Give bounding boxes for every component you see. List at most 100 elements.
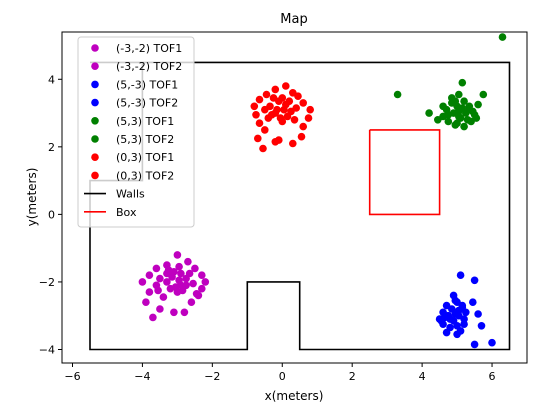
- point-s6-8: [253, 134, 262, 143]
- point-s0-30: [149, 313, 157, 322]
- point-s6-1: [271, 85, 280, 94]
- point-s0-20: [177, 269, 185, 278]
- point-s0-31: [138, 278, 147, 286]
- point-s3-3: [446, 315, 454, 323]
- point-s1-3: [175, 262, 183, 271]
- point-s6-3: [255, 95, 264, 104]
- point-s5-3: [463, 116, 472, 124]
- point-s2-24: [442, 328, 451, 337]
- x-tick-label: 6: [489, 370, 496, 383]
- x-axis: −6 −4 −2 0 2 4 6: [64, 363, 496, 383]
- point-s6-6: [255, 119, 264, 127]
- point-s3-7: [458, 303, 467, 312]
- plot-area: [89, 33, 511, 351]
- legend-label: Box: [116, 206, 137, 219]
- y-tick-label: −4: [39, 343, 55, 356]
- point-s0-10: [187, 298, 196, 307]
- x-axis-label: x(meters): [265, 389, 324, 403]
- point-s0-11: [180, 308, 189, 317]
- point-s0-0: [145, 271, 154, 280]
- point-s4-23: [425, 109, 433, 117]
- point-s6-4: [250, 102, 259, 111]
- point-s0-5: [191, 264, 199, 273]
- point-s1-6: [154, 286, 162, 295]
- point-s2-1: [470, 276, 479, 285]
- point-s6-14: [304, 114, 313, 122]
- point-s1-7: [192, 290, 201, 298]
- y-axis-label: y(meters): [25, 168, 39, 227]
- legend-marker: [91, 62, 99, 70]
- legend-label: (-3,-2) TOF1: [116, 42, 182, 55]
- point-s6-27: [280, 105, 288, 114]
- plot-frame: [61, 31, 528, 364]
- point-s6-2: [262, 90, 271, 99]
- legend-marker: [91, 98, 99, 107]
- point-s7-2: [264, 114, 273, 122]
- point-s5-0: [451, 97, 460, 105]
- legend-label: Walls: [116, 188, 145, 201]
- point-s0-13: [156, 305, 164, 313]
- legend-label: (5,3) TOF1: [116, 115, 174, 128]
- point-s6-18: [289, 89, 297, 97]
- point-s6-28: [275, 136, 283, 144]
- legend-marker: [91, 135, 99, 143]
- line-box: [368, 129, 441, 216]
- point-s7-7: [292, 104, 301, 112]
- point-s0-8: [198, 284, 206, 293]
- legend-label: (5,3) TOF2: [116, 133, 174, 146]
- legend-label: (-3,-2) TOF2: [116, 60, 182, 73]
- point-s6-9: [259, 144, 267, 153]
- point-s4-24: [434, 116, 442, 124]
- point-s2-19: [474, 310, 482, 318]
- point-s0-4: [184, 257, 192, 266]
- legend-marker: [91, 44, 99, 52]
- legend-box: [77, 36, 195, 228]
- point-s3-0: [451, 296, 460, 305]
- y-tick-label: 4: [48, 73, 55, 86]
- y-tick-label: −2: [39, 276, 55, 289]
- point-s1-0: [164, 266, 173, 274]
- point-s5-7: [453, 119, 461, 127]
- point-s4-13: [460, 97, 468, 105]
- point-s6-0: [282, 82, 290, 90]
- point-s6-29: [278, 117, 287, 126]
- point-s4-3: [455, 90, 463, 99]
- point-s4-21: [479, 90, 488, 99]
- legend-marker: [91, 117, 99, 125]
- legend-label: (0,3) TOF2: [116, 169, 174, 182]
- point-s0-15: [145, 288, 154, 296]
- point-s5-4: [455, 107, 463, 116]
- y-tick-label: 0: [48, 208, 55, 221]
- point-s4-1: [393, 90, 402, 99]
- legend-label: (5,-3) TOF1: [116, 78, 178, 91]
- point-s7-3: [290, 116, 299, 124]
- x-tick-label: 2: [349, 370, 356, 383]
- x-tick-label: 4: [419, 370, 426, 383]
- point-s4-22: [474, 100, 482, 109]
- x-tick-label: −2: [204, 370, 220, 383]
- chart-title: Map: [280, 12, 307, 27]
- point-s2-23: [469, 298, 477, 307]
- point-s0-26: [163, 278, 171, 286]
- point-s0-1: [152, 264, 161, 273]
- point-s6-5: [252, 111, 260, 119]
- y-tick-label: 2: [48, 141, 55, 154]
- point-s6-12: [297, 132, 306, 141]
- point-s2-0: [456, 271, 465, 280]
- point-s0-27: [168, 273, 176, 281]
- point-s6-13: [299, 122, 308, 131]
- point-s3-5: [437, 317, 446, 325]
- x-tick-label: 0: [279, 370, 286, 383]
- legend-label: (0,3) TOF1: [116, 151, 174, 164]
- point-s0-3: [173, 251, 182, 259]
- x-tick-label: −6: [64, 370, 80, 383]
- point-s5-6: [469, 107, 477, 116]
- point-s4-7: [444, 117, 453, 126]
- point-s1-5: [185, 269, 194, 278]
- point-s1-1: [189, 279, 197, 288]
- point-s0-14: [142, 298, 150, 307]
- point-s6-16: [299, 99, 308, 107]
- point-s2-22: [488, 338, 496, 347]
- legend-marker: [91, 80, 99, 89]
- point-s4-2: [458, 78, 467, 87]
